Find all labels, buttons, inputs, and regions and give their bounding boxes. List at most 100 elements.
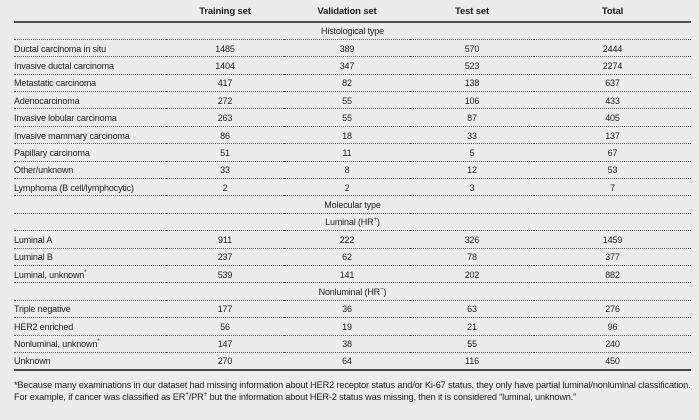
cell-value: 539 — [166, 265, 284, 284]
cell-value: 36 — [284, 300, 410, 319]
row-label: Unknown — [14, 352, 166, 371]
table-row: Ductal carcinoma in situ 1485 389 570 2444 — [14, 39, 691, 58]
label-text: Molecular type — [324, 200, 381, 211]
cell-value: 523 — [410, 56, 534, 75]
column-header: Test set — [410, 3, 534, 23]
row-label: Metastatic carcinoma — [14, 74, 166, 93]
cell-value: 2444 — [534, 39, 691, 58]
label-text: ) — [377, 217, 380, 228]
table-row: Invasive lobular carcinoma 263 55 87 405 — [14, 108, 691, 127]
superscript-text: + — [373, 216, 378, 224]
cell-value: 1485 — [166, 39, 284, 58]
cell-value: 3 — [410, 178, 534, 197]
cell-value: 202 — [410, 265, 534, 284]
cell-value: 347 — [284, 56, 410, 75]
table-footnote: *Because many examinations in our datase… — [14, 379, 691, 403]
cell-value: 87 — [410, 108, 534, 127]
cell-value: 270 — [166, 352, 284, 371]
cell-value: 33 — [166, 161, 284, 180]
cell-value: 33 — [410, 126, 534, 145]
cell-value: 570 — [410, 39, 534, 58]
row-label-header — [14, 3, 166, 23]
table-row: Lymphoma (B cell/lymphocytic) 2 2 3 7 — [14, 178, 691, 197]
cell-value: 38 — [284, 335, 410, 353]
row-label: HER2 enriched — [14, 317, 166, 336]
cell-value: 138 — [410, 74, 534, 93]
dataset-table: Training set Validation set Test set Total … — [14, 3, 691, 371]
label-text: Lymphoma (B cell/lymphocytic) — [14, 182, 134, 193]
cell-value: 55 — [284, 108, 410, 127]
row-label: Luminal A — [14, 230, 166, 249]
cell-value: 78 — [410, 248, 534, 266]
superscript-text: * — [84, 268, 87, 276]
superscript-text: * — [97, 338, 100, 346]
label-text: Papillary carcinoma — [14, 147, 90, 158]
cell-value: 82 — [284, 74, 410, 93]
section-label: Histological type — [14, 22, 691, 40]
table-row: Invasive mammary carcinoma 86 18 33 137 — [14, 126, 691, 145]
row-label: Luminal, unknown* — [14, 265, 166, 284]
label-text: Luminal A — [14, 234, 53, 245]
cell-value: 272 — [166, 91, 284, 110]
label-text: HER2 enriched — [14, 321, 74, 332]
label-text: Ductal carcinoma in situ — [14, 43, 106, 54]
section-label: Luminal (HR+) — [14, 213, 691, 232]
cell-value: 1459 — [534, 230, 691, 249]
cell-value: 7 — [534, 178, 691, 197]
cell-value: 177 — [166, 300, 284, 319]
cell-value: 2274 — [534, 56, 691, 75]
row-label: Invasive mammary carcinoma — [14, 126, 166, 145]
section-label: Molecular type — [14, 195, 691, 214]
cell-value: 2 — [284, 178, 410, 197]
cell-value: 63 — [410, 300, 534, 319]
cell-value: 240 — [534, 335, 691, 353]
row-label: Invasive ductal carcinoma — [14, 56, 166, 75]
label-text: Invasive ductal carcinoma — [14, 60, 114, 71]
cell-value: 55 — [410, 335, 534, 353]
cell-value: 116 — [410, 352, 534, 371]
cell-value: 137 — [534, 126, 691, 145]
label-text: Invasive mammary carcinoma — [14, 130, 130, 141]
superscript-text: + — [203, 390, 208, 398]
superscript-text: − — [380, 286, 384, 294]
table-row: Other/unknown 33 8 12 53 — [14, 161, 691, 180]
table-row: Invasive ductal carcinoma 1404 347 523 2274 — [14, 56, 691, 75]
label-text: ) — [383, 287, 387, 298]
cell-value: 96 — [534, 317, 691, 336]
cell-value: 141 — [284, 265, 410, 284]
cell-value: 389 — [284, 39, 410, 58]
label-text: Triple negative — [14, 304, 71, 315]
cell-value: 21 — [410, 317, 534, 336]
cell-value: 51 — [166, 143, 284, 162]
cell-value: 417 — [166, 74, 284, 93]
row-label: Papillary carcinoma — [14, 143, 166, 162]
label-text: Histological type — [321, 26, 384, 37]
cell-value: 56 — [166, 317, 284, 336]
row-label: Invasive lobular carcinoma — [14, 108, 166, 127]
cell-value: 55 — [284, 91, 410, 110]
row-label: Ductal carcinoma in situ — [14, 39, 166, 58]
superscript-text: + — [185, 390, 189, 398]
label-text: Luminal B — [14, 252, 53, 263]
cell-value: 53 — [534, 161, 691, 180]
row-label: Triple negative — [14, 300, 166, 319]
cell-value: 433 — [534, 91, 691, 110]
table-row: Triple negative 177 36 63 276 — [14, 300, 691, 319]
section-label: Nonluminal (HR−) — [14, 282, 691, 301]
label-text: but the information about HER-2 status w… — [207, 391, 577, 402]
cell-value: 11 — [284, 143, 410, 162]
label-text: Luminal, unknown — [14, 269, 85, 280]
section-row: Histological type — [14, 22, 691, 40]
cell-value: 19 — [284, 317, 410, 336]
table-row: HER2 enriched 56 19 21 96 — [14, 317, 691, 336]
cell-value: 263 — [166, 108, 284, 127]
cell-value: 147 — [166, 335, 284, 353]
label-text: *Because many examinations in our datase… — [14, 379, 691, 402]
label-text: Unknown — [14, 356, 51, 367]
table-row: Luminal A 911 222 326 1459 — [14, 230, 691, 249]
label-text: Luminal (HR — [325, 217, 374, 228]
section-row: Nonluminal (HR−) — [14, 282, 691, 301]
table-row: Luminal B 237 62 78 377 — [14, 248, 691, 266]
label-text: Nonluminal (HR — [318, 287, 381, 298]
row-label: Other/unknown — [14, 161, 166, 180]
